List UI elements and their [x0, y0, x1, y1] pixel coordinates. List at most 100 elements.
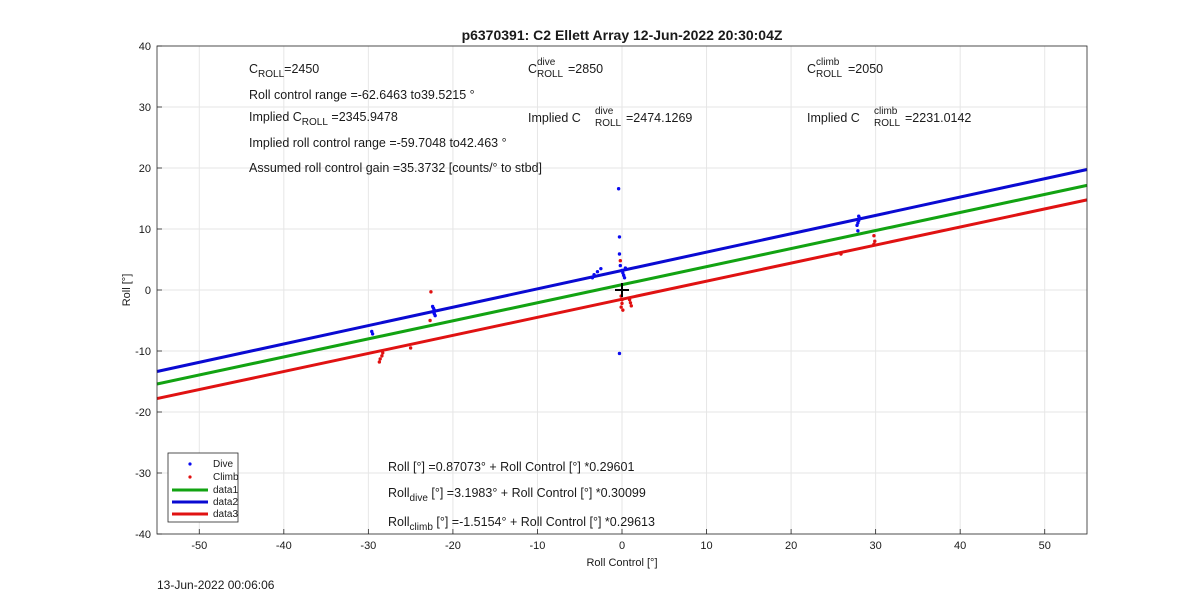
point-dive: [622, 276, 627, 280]
legend-box: [167, 452, 239, 523]
point-climb: [381, 351, 385, 355]
y-tick-label: 0: [145, 285, 151, 297]
point-climb: [873, 239, 877, 243]
point-dive: [857, 214, 861, 218]
point-dive: [618, 263, 623, 268]
point-climb: [378, 357, 382, 361]
legend-climb-marker: [188, 475, 192, 479]
x-tick-label: 30: [870, 540, 882, 552]
point-dive: [623, 266, 628, 270]
eq-climb-main: Roll: [388, 515, 410, 529]
annotation-top-mid: C dive ROLL =2850 Implied C dive ROLL =2…: [528, 57, 692, 129]
implied-climb-value: =2231.0142: [905, 111, 971, 125]
y-tick-label: 10: [139, 224, 151, 236]
legend-dive-marker: [188, 462, 192, 466]
implied-dive-value: =2474.1269: [626, 111, 692, 125]
plot-area: -50 -40 -30 -20 -10 0 10 20 30 40 50 -40 -30 -20 -10 0…: [135, 41, 1088, 552]
point-climb: [618, 259, 623, 263]
point-dive: [617, 351, 622, 356]
footer-timestamp: 13-Jun-2022 00:06:06: [157, 578, 275, 592]
implied-dive-main: Implied C: [528, 111, 581, 125]
implied-climb-main: Implied C: [807, 111, 860, 125]
point-climb: [627, 298, 632, 302]
legend-data2-label: data2: [213, 497, 238, 508]
legend-data1-label: data1: [213, 485, 238, 496]
implied-main: Implied C: [249, 110, 302, 124]
implied-climb-sub: ROLL: [874, 118, 901, 129]
point-climb: [872, 242, 876, 246]
point-dive: [617, 235, 622, 239]
point-dive: [433, 313, 437, 318]
c-roll-value: =2450: [284, 62, 319, 76]
x-tick-label: 0: [619, 540, 625, 552]
y-tick-label: -30: [135, 468, 151, 480]
legend-climb-label: Climb: [213, 472, 239, 483]
c-climb-main: C: [807, 62, 816, 76]
origin-marker: [615, 283, 629, 297]
point-climb: [628, 301, 633, 305]
roll-control-range: Roll control range =-62.6463 to39.5215 °: [249, 88, 475, 102]
point-dive: [616, 187, 621, 191]
annotation-equations: Roll [°] =0.87073° + Roll Control [°] *0…: [388, 460, 655, 533]
x-tick-label: -10: [530, 540, 546, 552]
point-climb: [620, 298, 624, 302]
point-dive: [617, 252, 622, 256]
x-tick-label: 40: [954, 540, 966, 552]
y-tick-label: 40: [139, 41, 151, 53]
y-axis-label: Roll [°]: [121, 274, 133, 307]
annotation-top-right: C climb ROLL =2050 Implied C climb ROLL …: [807, 57, 971, 129]
eq-climb-rest: [°] =-1.5154° + Roll Control [°] *0.2961…: [433, 515, 655, 529]
x-tick-label: -30: [360, 540, 376, 552]
implied-sub: ROLL: [302, 117, 329, 128]
point-dive: [599, 266, 603, 271]
eq-dive-main: Roll: [388, 486, 410, 500]
c-roll-sub: ROLL: [258, 69, 285, 80]
implied-climb-sup: climb: [874, 106, 898, 117]
c-dive-main: C: [528, 62, 537, 76]
roll-control-gain: Assumed roll control gain =35.3732 [coun…: [249, 161, 542, 175]
point-dive: [856, 229, 860, 233]
equation-dive: Rolldive [°] =3.1983° + Roll Control [°]…: [388, 486, 646, 504]
point-climb: [428, 318, 432, 323]
data-points: [370, 187, 877, 364]
x-tick-labels: -50 -40 -30 -20 -10 0 10 20 30 40 50: [191, 529, 1051, 552]
point-climb: [872, 234, 876, 238]
point-climb: [621, 308, 625, 312]
eq-climb-sub: climb: [410, 522, 434, 533]
point-dive: [592, 273, 596, 277]
x-tick-label: 50: [1039, 540, 1051, 552]
y-tick-labels: -40 -30 -20 -10 0 10 20 30 40: [135, 41, 162, 541]
x-tick-label: -50: [191, 540, 207, 552]
point-dive: [595, 270, 600, 274]
point-climb: [408, 346, 413, 350]
implied-dive-sub: ROLL: [595, 118, 622, 129]
eq-dive-rest: [°] =3.1983° + Roll Control [°] *0.30099: [428, 486, 646, 500]
point-climb: [377, 360, 382, 364]
c-climb-value: =2050: [848, 62, 883, 76]
x-tick-label: -40: [276, 540, 292, 552]
c-climb-sub: ROLL: [816, 69, 843, 80]
y-tick-label: -40: [135, 529, 151, 541]
c-roll-main: C: [249, 62, 258, 76]
y-tick-label: -10: [135, 346, 151, 358]
eq-dive-sub: dive: [410, 493, 429, 504]
equation-climb: Rollclimb [°] =-1.5154° + Roll Control […: [388, 515, 655, 533]
point-climb: [380, 354, 384, 358]
implied-value: =2345.9478: [328, 110, 398, 124]
legend: Dive Climb data1 data2 data3: [167, 452, 239, 523]
c-dive-sup: dive: [537, 57, 556, 68]
equation-all: Roll [°] =0.87073° + Roll Control [°] *0…: [388, 460, 634, 474]
c-dive-sub: ROLL: [537, 69, 564, 80]
implied-dive-sup: dive: [595, 106, 614, 117]
y-tick-label: 20: [139, 163, 151, 175]
c-climb-sup: climb: [816, 57, 840, 68]
y-tick-label: -20: [135, 407, 151, 419]
legend-dive-label: Dive: [213, 459, 233, 470]
point-climb: [629, 304, 633, 308]
c-dive-value: =2850: [568, 62, 603, 76]
point-dive: [590, 276, 595, 280]
x-tick-label: -20: [445, 540, 461, 552]
x-tick-label: 20: [785, 540, 797, 552]
point-climb: [429, 290, 433, 294]
